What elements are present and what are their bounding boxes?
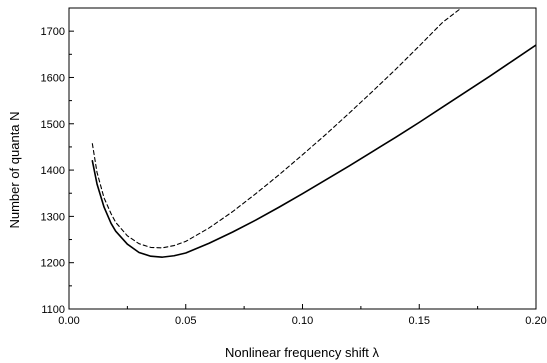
y-tick-label: 1100 xyxy=(41,304,65,316)
x-tick-label: 0.05 xyxy=(175,315,196,327)
y-tick-label: 1700 xyxy=(41,26,65,38)
y-tick-label: 1200 xyxy=(41,258,65,270)
y-axis-ticks: 1100 1200 1300 1400 1500 1600 1700 xyxy=(41,7,74,316)
y-tick-label: 1300 xyxy=(41,211,65,223)
y-axis-title: Number of quanta N xyxy=(7,111,22,228)
y-tick-label: 1400 xyxy=(41,165,65,177)
plot-frame xyxy=(68,7,537,310)
axes xyxy=(68,7,537,310)
x-tick-label: 0.20 xyxy=(525,315,546,327)
y-tick-label: 1600 xyxy=(41,72,65,84)
series-group xyxy=(91,8,536,258)
x-tick-label: 0.00 xyxy=(58,315,79,327)
x-axis-title: Nonlinear frequency shift λ xyxy=(225,345,379,360)
y-tick-label: 1500 xyxy=(41,119,65,131)
x-tick-label: 0.10 xyxy=(292,315,313,327)
x-axis-ticks: 0.00 0.05 0.10 0.15 0.20 xyxy=(58,304,547,327)
series-line-dashed xyxy=(91,8,462,249)
series-line-solid xyxy=(91,44,536,258)
x-tick-label: 0.15 xyxy=(409,315,430,327)
